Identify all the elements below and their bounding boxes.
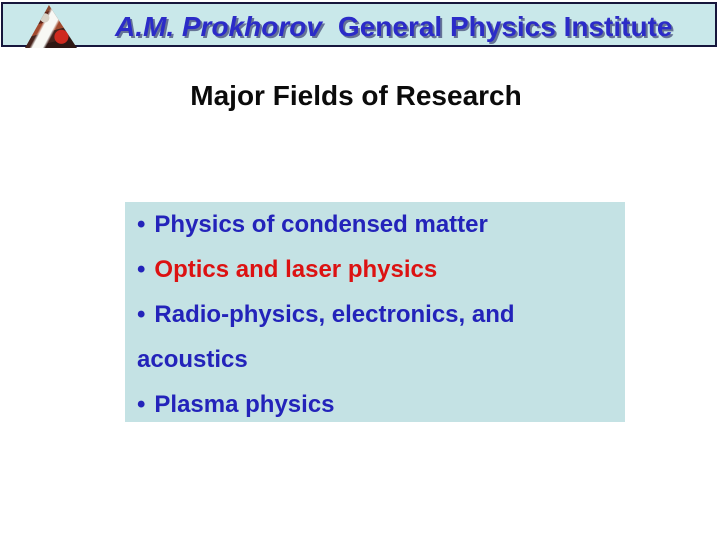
list-item: • Physics of condensed matter [137, 202, 613, 247]
field-label: Plasma physics [154, 391, 335, 418]
bullet-icon: • [137, 256, 146, 283]
institute-name: A.M. Prokhorov General Physics Institute [115, 10, 673, 44]
list-item: • Plasma physics [137, 382, 613, 422]
bullet-icon: • [137, 301, 146, 328]
list-item: • Radio-physics, electronics, and acousti… [137, 292, 613, 382]
institute-name-rest: General Physics Institute [337, 11, 673, 42]
field-label: Radio-physics, electronics, and acoustic… [137, 301, 515, 373]
bullet-icon: • [137, 391, 146, 418]
field-label: Optics and laser physics [154, 256, 438, 283]
list-item: • Optics and laser physics [137, 247, 613, 292]
header-bar: A.M. Prokhorov General Physics Institute [1, 2, 717, 48]
research-fields-box: • Physics of condensed matter • Optics and… [125, 202, 625, 422]
bullet-icon: • [137, 211, 146, 238]
slide-title: Major Fields of Research [190, 80, 522, 111]
institute-name-person: A.M. Prokhorov [115, 11, 322, 42]
institute-logo-icon [25, 5, 77, 48]
field-label: Physics of condensed matter [154, 211, 488, 238]
